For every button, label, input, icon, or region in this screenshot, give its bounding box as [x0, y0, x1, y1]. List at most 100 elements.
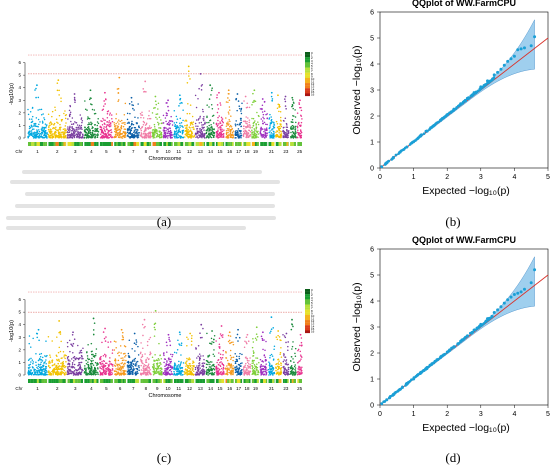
snp-point [27, 359, 30, 361]
snp-point [173, 351, 176, 354]
snp-point [109, 363, 111, 365]
legend-color-cell [305, 52, 310, 55]
snp-point [266, 123, 268, 126]
snp-point [263, 101, 266, 103]
snp-point [251, 133, 253, 135]
snp-point [144, 127, 147, 129]
snp-point [55, 371, 58, 373]
snp-point [143, 130, 146, 132]
snp-point [206, 370, 208, 372]
density-cell [282, 142, 287, 146]
snp-point [54, 128, 57, 131]
density-cell [69, 142, 72, 146]
snp-point [284, 117, 287, 120]
snp-point [38, 357, 41, 360]
snp-point [60, 368, 63, 371]
peak-snp-point [261, 98, 264, 100]
snp-point [176, 374, 179, 376]
snp-point [252, 352, 255, 354]
density-cell [250, 142, 251, 146]
snp-point [96, 124, 99, 127]
y-tick-label: 2 [370, 114, 374, 121]
legend-tick-label: 15 [311, 90, 315, 94]
snp-point [105, 336, 107, 338]
legend-tick-label: 7 [311, 69, 313, 73]
snp-point [273, 348, 275, 350]
snp-point [182, 362, 185, 364]
density-cell [260, 142, 264, 146]
peak-snp-point [236, 93, 239, 95]
snp-point [73, 359, 75, 362]
snp-point [251, 135, 253, 137]
snp-point [144, 353, 146, 355]
snp-point [82, 369, 84, 372]
snp-point [97, 373, 99, 376]
snp-point [49, 354, 51, 356]
density-cell [215, 142, 218, 146]
snp-point [150, 373, 152, 376]
snp-point [104, 373, 107, 375]
snp-point [86, 136, 88, 138]
snp-point [175, 368, 177, 371]
snp-point [76, 124, 79, 126]
snp-point [227, 137, 229, 139]
snp-point [177, 129, 180, 131]
snp-point [120, 119, 123, 122]
snp-point [275, 336, 278, 338]
peak-snp-point [277, 330, 280, 332]
snp-point [260, 129, 262, 132]
snp-point [37, 359, 40, 362]
snp-point [105, 125, 108, 127]
snp-point [40, 108, 43, 111]
snp-point [277, 125, 280, 128]
snp-point [297, 129, 299, 131]
snp-point [65, 361, 67, 363]
snp-point [269, 372, 271, 375]
snp-point [179, 333, 181, 336]
snp-point [293, 135, 296, 138]
snp-point [177, 131, 179, 134]
snp-point [154, 131, 156, 133]
snp-point [264, 368, 266, 371]
snp-point [278, 104, 281, 106]
snp-point [143, 368, 146, 370]
snp-point [37, 135, 40, 138]
snp-point [58, 94, 60, 96]
snp-point [229, 124, 232, 127]
qq-point [459, 102, 463, 106]
snp-point [44, 130, 47, 132]
snp-point [160, 122, 163, 125]
snp-point [217, 367, 219, 370]
snp-point [32, 337, 34, 340]
snp-point [166, 128, 169, 130]
snp-point [103, 337, 106, 340]
snp-point [268, 374, 270, 376]
snp-point [242, 130, 245, 133]
snp-point [227, 334, 230, 337]
x-tick-label: 17 [236, 149, 242, 154]
snp-point [216, 369, 218, 371]
snp-point [80, 137, 83, 139]
snp-point [146, 368, 148, 370]
snp-point [95, 128, 98, 131]
snp-point [168, 121, 170, 124]
legend-tick-label: 5 [311, 64, 313, 68]
snp-point [213, 338, 215, 341]
snp-point [273, 372, 276, 375]
snp-point [244, 371, 246, 374]
x-axis-title: Expected −log₁₀(p) [422, 185, 510, 197]
snp-point [263, 121, 266, 124]
snp-point [158, 342, 160, 345]
snp-point [61, 357, 63, 359]
snp-point [114, 128, 116, 131]
snp-point [228, 123, 230, 125]
snp-point [155, 135, 158, 138]
snp-point [43, 133, 46, 136]
snp-point [124, 128, 127, 131]
snp-point [198, 362, 201, 364]
density-cell [297, 142, 302, 146]
snp-point [240, 110, 242, 112]
snp-point [147, 117, 149, 120]
snp-point [58, 114, 61, 117]
snp-point [283, 98, 286, 100]
